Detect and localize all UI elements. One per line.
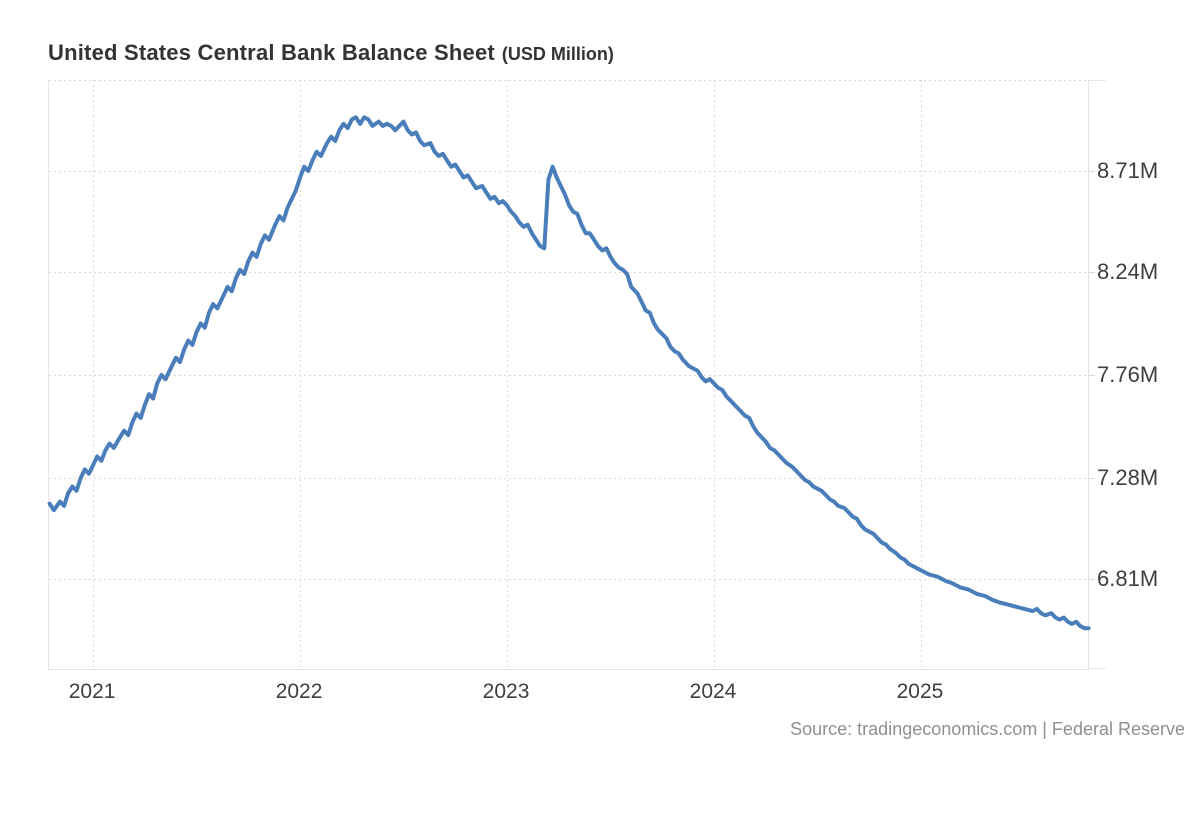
y-axis-tick-label: 7.76M — [1097, 361, 1159, 387]
plot-area[interactable] — [47, 80, 1106, 670]
x-axis-tick-label: 2024 — [689, 680, 737, 703]
x-axis-tick-label: 2025 — [896, 680, 944, 703]
y-axis-tick-label: 8.24M — [1097, 258, 1159, 284]
x-axis-tick-label: 2023 — [482, 680, 530, 703]
y-axis-tick-label: 8.71M — [1097, 158, 1159, 183]
chart-title-text: United States Central Bank Balance Sheet — [48, 40, 495, 65]
y-axis-tick-label: 7.28M — [1097, 464, 1159, 490]
y-axis-tick-label: 6.81M — [1097, 565, 1159, 591]
chart-title-units: (USD Million) — [501, 44, 614, 64]
balance-sheet-series-line — [47, 115, 1091, 631]
x-axis-tick-label: 2022 — [275, 680, 323, 703]
x-axis-tick-label: 2021 — [68, 680, 116, 703]
balance-sheet-line-chart — [47, 80, 1106, 669]
source-attribution: Source: tradingeconomics.com | Federal R… — [790, 719, 1185, 739]
page-title: United States Central Bank Balance Sheet… — [48, 40, 614, 66]
